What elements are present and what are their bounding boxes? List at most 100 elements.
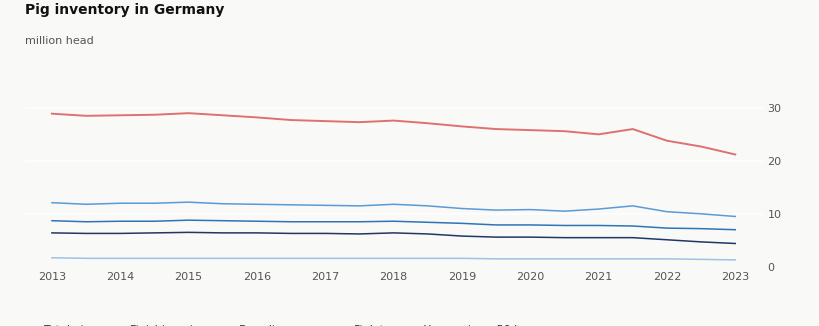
Piglets [218,231,228,235]
Young pigs <50 kg [251,256,261,260]
Piglets [423,232,432,236]
Finishing pigs [627,204,637,208]
Finishing pigs [695,212,705,216]
Piglets [491,235,500,239]
Piglets [354,232,364,236]
Total pigs [559,129,568,133]
Piglets [661,238,671,242]
Young pigs <50 kg [525,257,535,261]
Finishing pigs [286,203,296,207]
Young pigs <50 kg [388,256,398,260]
Breeding sows [661,226,671,230]
Total pigs [320,119,330,123]
Total pigs [661,139,671,143]
Line: Total pigs: Total pigs [52,113,735,155]
Breeding sows [388,219,398,223]
Text: million head: million head [25,36,93,46]
Young pigs <50 kg [354,256,364,260]
Piglets [593,236,603,240]
Total pigs [218,113,228,117]
Total pigs [491,127,500,131]
Finishing pigs [491,208,500,212]
Finishing pigs [251,202,261,206]
Total pigs [115,113,125,117]
Young pigs <50 kg [47,256,57,260]
Piglets [183,230,193,234]
Line: Piglets: Piglets [52,232,735,244]
Finishing pigs [559,209,568,213]
Breeding sows [525,223,535,227]
Total pigs [423,121,432,125]
Young pigs <50 kg [456,256,466,260]
Total pigs [47,112,57,116]
Total pigs [695,145,705,149]
Total pigs [81,114,91,118]
Total pigs [627,127,637,131]
Piglets [525,235,535,239]
Finishing pigs [149,201,159,205]
Piglets [559,236,568,240]
Breeding sows [251,219,261,223]
Piglets [81,231,91,235]
Total pigs [183,111,193,115]
Finishing pigs [423,204,432,208]
Finishing pigs [183,200,193,204]
Piglets [730,242,740,245]
Breeding sows [559,224,568,228]
Young pigs <50 kg [593,257,603,261]
Total pigs [149,113,159,117]
Finishing pigs [354,204,364,208]
Breeding sows [47,219,57,223]
Breeding sows [456,221,466,225]
Piglets [695,240,705,244]
Legend: Total pigs, Finishing pigs, Breeding sows, Piglets, Young pigs <50 kg: Total pigs, Finishing pigs, Breeding sow… [16,320,532,326]
Breeding sows [81,220,91,224]
Young pigs <50 kg [81,256,91,260]
Finishing pigs [661,210,671,214]
Piglets [286,231,296,235]
Young pigs <50 kg [491,257,500,261]
Breeding sows [218,219,228,223]
Piglets [47,231,57,235]
Young pigs <50 kg [559,257,568,261]
Breeding sows [183,218,193,222]
Finishing pigs [388,202,398,206]
Breeding sows [320,220,330,224]
Finishing pigs [320,203,330,207]
Finishing pigs [218,202,228,206]
Finishing pigs [115,201,125,205]
Piglets [627,236,637,240]
Breeding sows [627,224,637,228]
Young pigs <50 kg [115,256,125,260]
Finishing pigs [593,207,603,211]
Breeding sows [491,223,500,227]
Breeding sows [593,224,603,228]
Line: Breeding sows: Breeding sows [52,220,735,230]
Breeding sows [730,228,740,232]
Finishing pigs [81,202,91,206]
Total pigs [251,115,261,119]
Piglets [456,234,466,238]
Young pigs <50 kg [661,257,671,261]
Piglets [251,231,261,235]
Finishing pigs [47,201,57,205]
Piglets [388,231,398,235]
Total pigs [593,132,603,136]
Breeding sows [149,219,159,223]
Total pigs [354,120,364,124]
Young pigs <50 kg [423,256,432,260]
Young pigs <50 kg [730,258,740,262]
Total pigs [286,118,296,122]
Young pigs <50 kg [627,257,637,261]
Line: Young pigs <50 kg: Young pigs <50 kg [52,258,735,260]
Total pigs [456,125,466,128]
Breeding sows [115,219,125,223]
Finishing pigs [730,215,740,218]
Total pigs [388,119,398,123]
Total pigs [730,153,740,156]
Young pigs <50 kg [695,258,705,261]
Piglets [320,231,330,235]
Line: Finishing pigs: Finishing pigs [52,202,735,216]
Breeding sows [423,220,432,224]
Young pigs <50 kg [218,256,228,260]
